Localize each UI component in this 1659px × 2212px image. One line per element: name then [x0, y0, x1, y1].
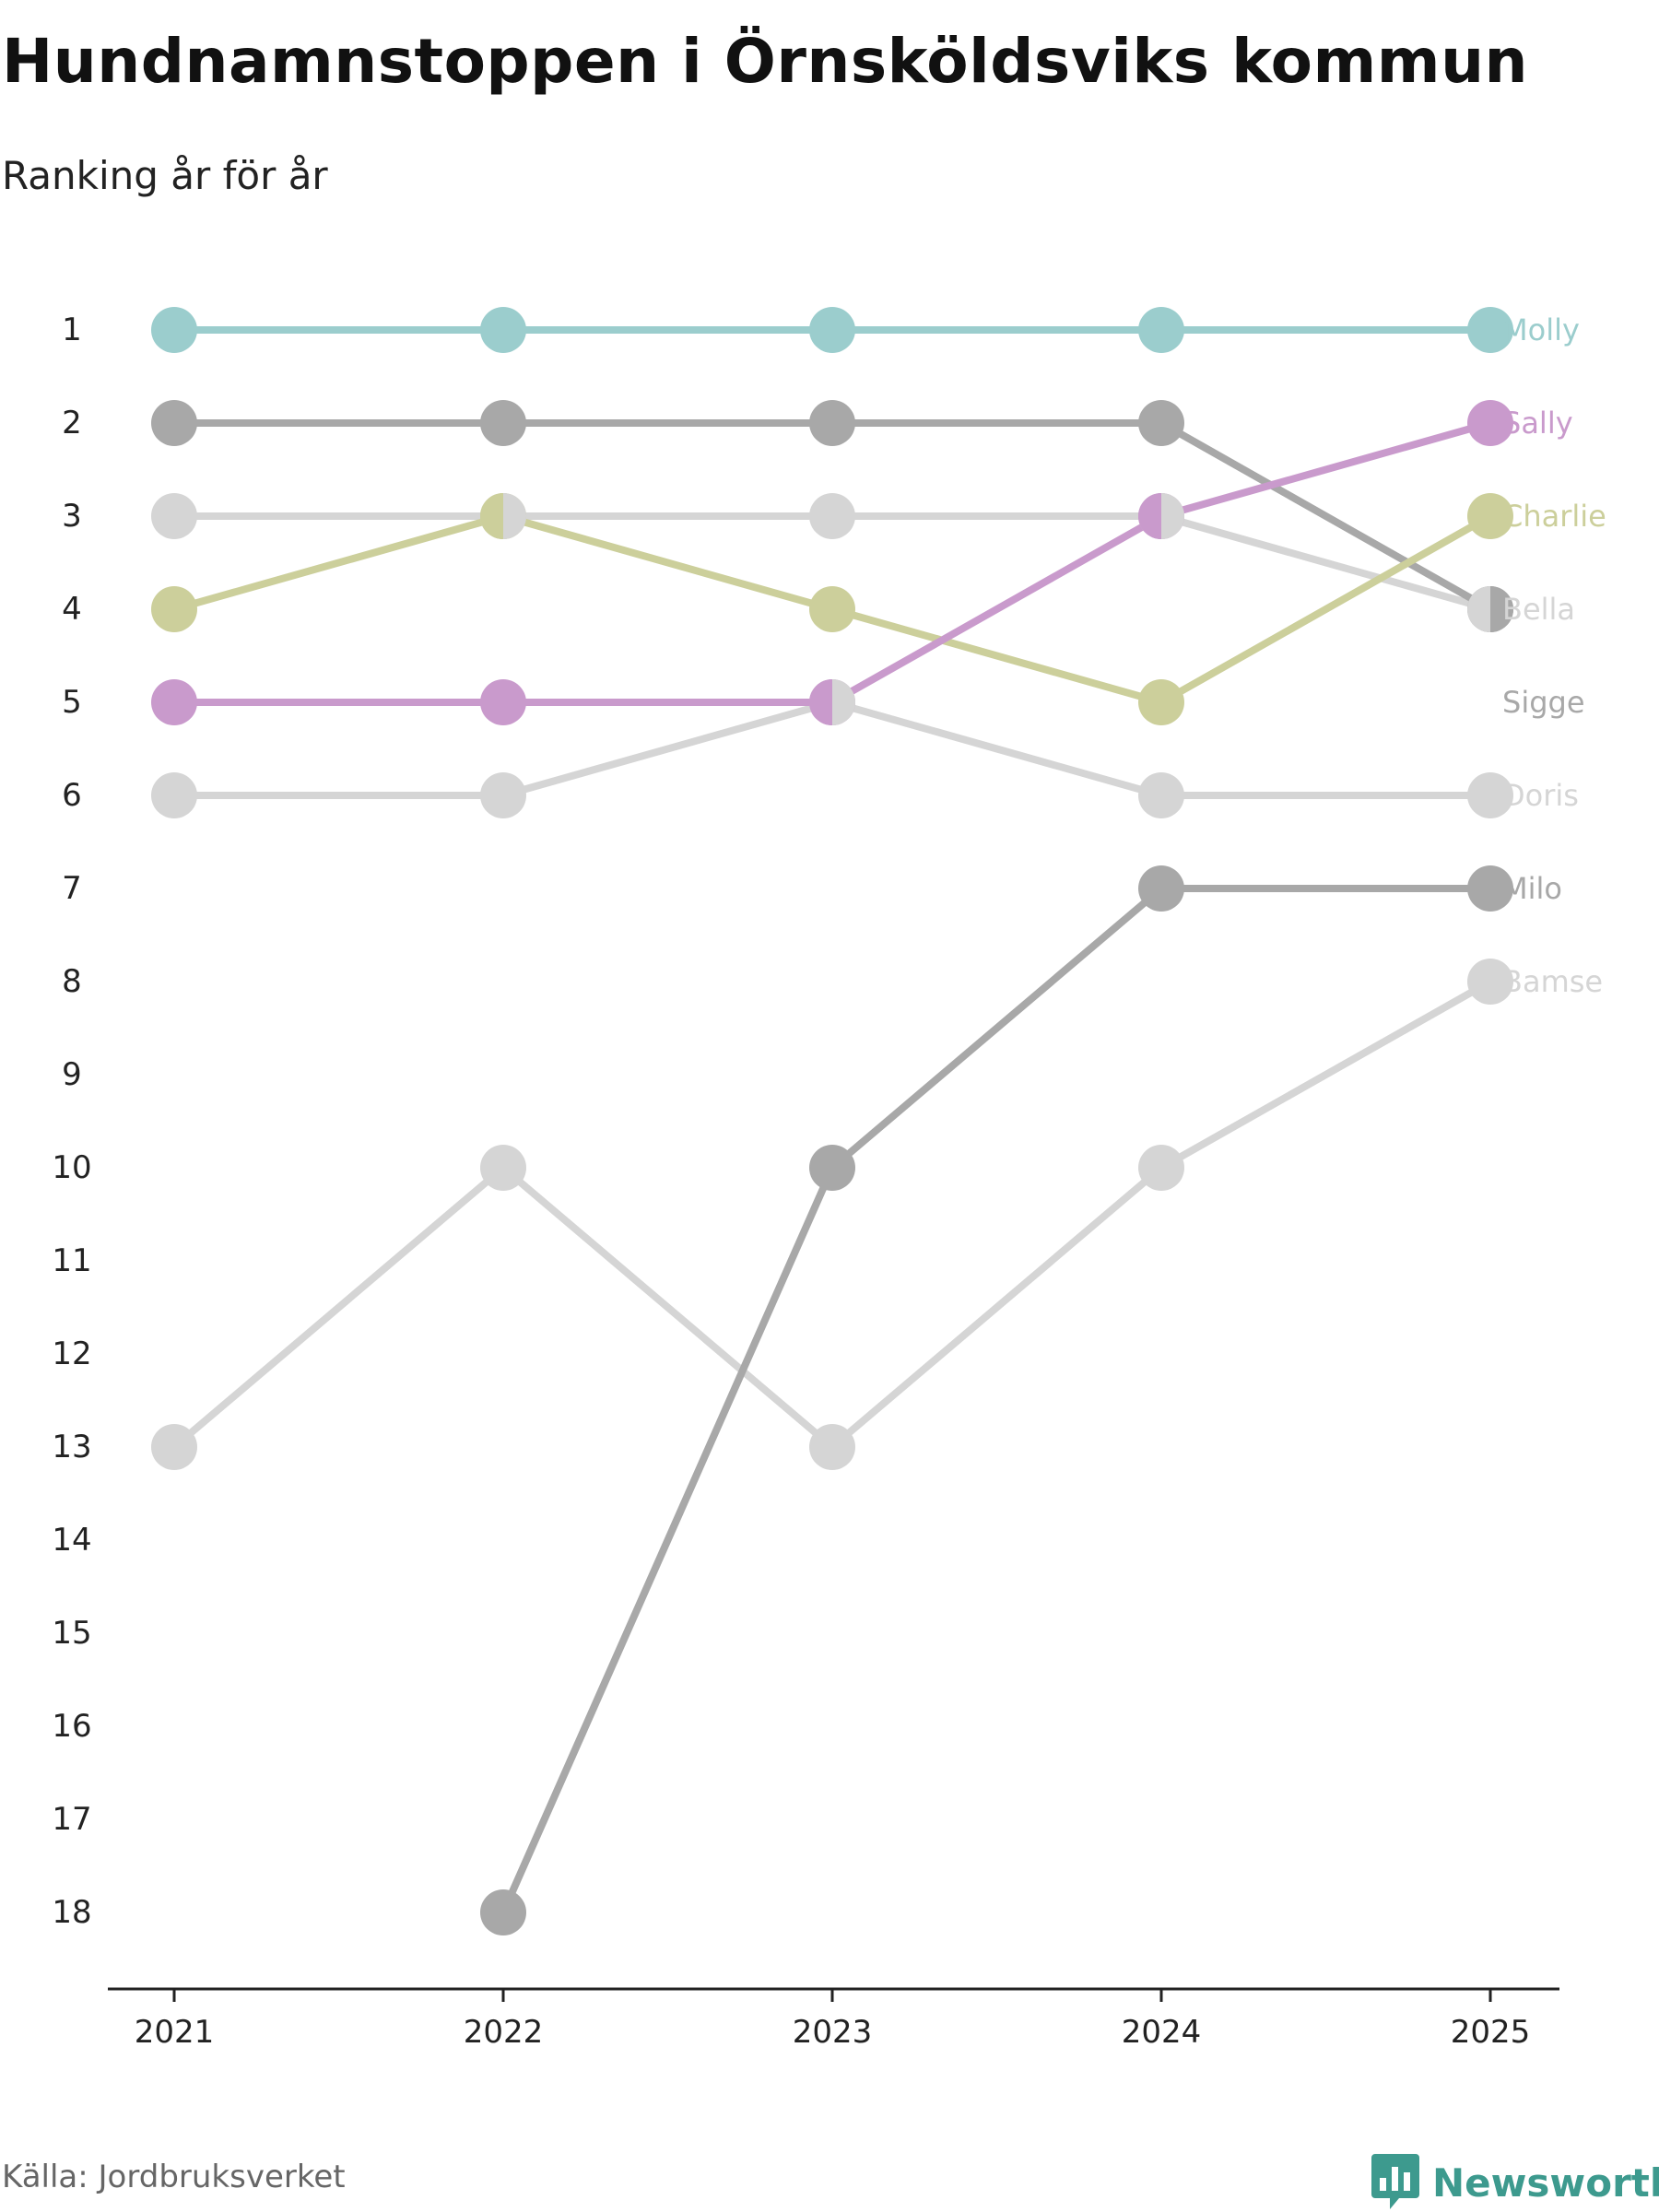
y-tick-label: 17	[52, 1801, 91, 1838]
y-tick-label: 11	[52, 1242, 91, 1279]
series-points	[151, 307, 1513, 1936]
end-label-doris: Doris	[1502, 778, 1579, 813]
point-doris-2025	[1467, 772, 1513, 818]
point-doris-2023	[832, 679, 855, 725]
point-milo-2023	[809, 1145, 855, 1191]
point-sally-2024	[1138, 493, 1161, 539]
chart-title: Hundnamnstoppen i Örnsköldsviks kommun	[2, 26, 1529, 97]
point-sigge-2021	[151, 400, 197, 446]
point-charlie-2022	[480, 493, 503, 539]
x-tick-label: 2023	[793, 2014, 873, 2051]
end-labels: Molly Sally Charlie Bella Sigge Doris Milo Bams…	[1502, 312, 1606, 999]
series-lines	[171, 326, 1494, 1916]
point-bamse-2025	[1467, 959, 1513, 1005]
end-label-charlie: Charlie	[1502, 499, 1606, 534]
point-bamse-2021	[151, 1424, 197, 1470]
point-sigge-2025	[1490, 586, 1513, 632]
bar-chart-icon	[1371, 2154, 1419, 2209]
point-milo-2025	[1467, 865, 1513, 912]
y-tick-label: 9	[62, 1056, 82, 1093]
point-milo-2022	[480, 1889, 526, 1936]
y-tick-label: 13	[52, 1429, 91, 1465]
x-tick-label: 2021	[135, 2014, 215, 2051]
series-line-bamse	[171, 978, 1494, 1451]
point-bella-2025	[1467, 586, 1490, 632]
point-doris-2024	[1138, 772, 1184, 818]
point-sally-2021	[151, 679, 197, 725]
end-label-milo: Milo	[1502, 871, 1562, 906]
x-tick-label: 2024	[1122, 2014, 1202, 2051]
point-molly-2023	[809, 307, 855, 353]
x-tick-label: 2025	[1451, 2014, 1531, 2051]
y-tick-label: 4	[62, 591, 82, 628]
y-tick-label: 16	[52, 1708, 91, 1745]
point-molly-2021	[151, 307, 197, 353]
x-axis-ticks: 2021 2022 2023 2024 2025	[135, 1989, 1531, 2051]
chart-subtitle: Ranking år för år	[2, 153, 328, 198]
point-sally-2023	[809, 679, 832, 725]
point-charlie-2025	[1467, 493, 1513, 539]
point-sally-2025	[1467, 400, 1513, 446]
end-label-sigge: Sigge	[1502, 685, 1585, 720]
point-charlie-2023	[809, 586, 855, 632]
y-tick-label: 12	[52, 1335, 91, 1372]
point-charlie-2024	[1138, 679, 1184, 725]
y-tick-label: 7	[62, 870, 82, 907]
point-bamse-2024	[1138, 1145, 1184, 1191]
y-tick-label: 5	[62, 684, 82, 721]
point-doris-2021	[151, 772, 197, 818]
y-tick-label: 3	[62, 498, 82, 535]
y-tick-label: 15	[52, 1615, 91, 1652]
y-tick-label: 6	[62, 777, 82, 814]
point-doris-2022	[480, 772, 526, 818]
point-sigge-2024	[1138, 400, 1184, 446]
y-tick-label: 8	[62, 963, 82, 1000]
point-bella-2021	[151, 493, 197, 539]
end-label-bella: Bella	[1502, 592, 1575, 627]
point-bella-2023	[809, 493, 855, 539]
point-bella-2022	[503, 493, 526, 539]
y-tick-label: 10	[52, 1149, 91, 1186]
end-label-sally: Sally	[1502, 406, 1573, 441]
source-note: Källa: Jordbruksverket	[2, 2159, 346, 2195]
point-molly-2024	[1138, 307, 1184, 353]
x-tick-label: 2022	[464, 2014, 544, 2051]
y-tick-label: 1	[62, 312, 82, 348]
point-molly-2025	[1467, 307, 1513, 353]
brand-logo: Newsworthy	[1371, 2153, 1659, 2212]
end-label-bamse: Bamse	[1502, 964, 1603, 999]
brand-name: Newsworthy	[1432, 2159, 1659, 2206]
point-milo-2024	[1138, 865, 1184, 912]
point-bamse-2022	[480, 1145, 526, 1191]
point-bella-2024	[1161, 493, 1184, 539]
series-line-milo	[500, 885, 1494, 1916]
point-molly-2022	[480, 307, 526, 353]
series-line-sally	[171, 419, 1494, 706]
point-sigge-2023	[809, 400, 855, 446]
point-bamse-2023	[809, 1424, 855, 1470]
y-tick-label: 18	[52, 1894, 91, 1931]
y-tick-label: 2	[62, 405, 82, 441]
point-sigge-2022	[480, 400, 526, 446]
point-sally-2022	[480, 679, 526, 725]
y-tick-label: 14	[52, 1522, 91, 1559]
point-charlie-2021	[151, 586, 197, 632]
end-label-molly: Molly	[1502, 312, 1580, 347]
